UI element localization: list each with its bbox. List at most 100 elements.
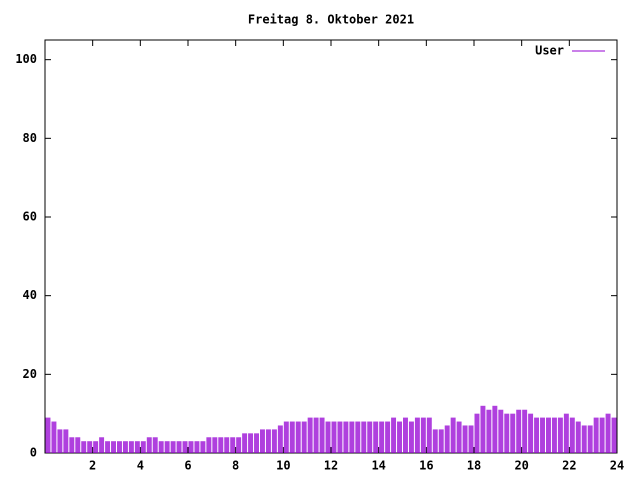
- bar: [170, 441, 176, 453]
- bar: [289, 421, 295, 453]
- bar: [242, 433, 248, 453]
- bar: [498, 409, 504, 453]
- x-tick-label: 6: [184, 459, 191, 473]
- bar: [373, 421, 379, 453]
- x-tick-label: 24: [610, 459, 624, 473]
- bar: [611, 417, 617, 453]
- bar: [182, 441, 188, 453]
- x-tick-label: 2: [89, 459, 96, 473]
- bar: [81, 441, 87, 453]
- y-tick-label: 40: [23, 288, 37, 302]
- bar: [361, 421, 367, 453]
- bar: [319, 417, 325, 453]
- legend-label: User: [535, 44, 564, 58]
- x-tick-label: 4: [137, 459, 144, 473]
- bar: [45, 417, 51, 453]
- y-tick-label: 60: [23, 210, 37, 224]
- bar: [122, 441, 128, 453]
- bar: [403, 417, 408, 453]
- bar: [569, 417, 575, 453]
- bar: [176, 441, 182, 453]
- bar: [397, 421, 402, 453]
- x-tick-label: 22: [562, 459, 576, 473]
- bar: [248, 433, 254, 453]
- bar: [337, 421, 343, 453]
- y-tick-label: 100: [15, 52, 37, 66]
- bar: [492, 405, 498, 453]
- bar: [188, 441, 194, 453]
- bar: [546, 417, 551, 453]
- bar: [325, 421, 331, 453]
- bar: [408, 421, 414, 453]
- bar: [540, 417, 545, 453]
- bar: [331, 421, 337, 453]
- bar: [343, 421, 349, 453]
- bar: [551, 417, 557, 453]
- bar: [75, 437, 81, 453]
- bar: [57, 429, 63, 453]
- bar: [438, 429, 444, 453]
- bar: [563, 413, 569, 453]
- chart-title: Freitag 8. Oktober 2021: [248, 13, 414, 27]
- bar: [146, 437, 152, 453]
- bar: [63, 429, 69, 453]
- x-tick-label: 12: [324, 459, 338, 473]
- bar: [462, 425, 468, 453]
- bar: [230, 437, 236, 453]
- bar: [200, 441, 206, 453]
- bar: [474, 413, 480, 453]
- bar: [581, 425, 587, 453]
- bar: [128, 441, 134, 453]
- bar: [158, 441, 164, 453]
- bar: [468, 425, 474, 453]
- bar: [593, 417, 599, 453]
- x-tick-label: 18: [467, 459, 481, 473]
- bar: [301, 421, 307, 453]
- bar: [51, 421, 57, 453]
- bar: [480, 405, 486, 453]
- bar: [385, 421, 391, 453]
- bar: [557, 417, 563, 453]
- bar: [349, 421, 355, 453]
- bar: [456, 421, 462, 453]
- bar: [212, 437, 218, 453]
- bar: [605, 413, 611, 453]
- x-tick-label: 16: [419, 459, 433, 473]
- bar: [313, 417, 319, 453]
- bar: [236, 437, 242, 453]
- bar: [69, 437, 75, 453]
- bar: [105, 441, 111, 453]
- bar: [414, 417, 420, 453]
- bar: [510, 413, 516, 453]
- bar: [283, 421, 289, 453]
- bar: [295, 421, 301, 453]
- bar: [575, 421, 581, 453]
- bar: [194, 441, 200, 453]
- bar: [450, 417, 456, 453]
- bar: [218, 437, 224, 453]
- bar: [265, 429, 271, 453]
- x-tick-label: 20: [514, 459, 528, 473]
- bar: [93, 441, 99, 453]
- bar: [134, 441, 140, 453]
- bar: [111, 441, 116, 453]
- y-tick-label: 20: [23, 367, 37, 381]
- x-tick-label: 10: [276, 459, 290, 473]
- bar: [587, 425, 593, 453]
- bar: [355, 421, 361, 453]
- y-tick-label: 80: [23, 131, 37, 145]
- bar: [206, 437, 212, 453]
- bar: [99, 437, 105, 453]
- bar: [379, 421, 385, 453]
- bar: [391, 417, 397, 453]
- bar: [254, 433, 259, 453]
- bar: [164, 441, 170, 453]
- bar: [504, 413, 510, 453]
- bar: [444, 425, 450, 453]
- bar: [277, 425, 283, 453]
- bar: [516, 409, 522, 453]
- bar: [367, 421, 373, 453]
- x-tick-label: 14: [371, 459, 385, 473]
- bar: [271, 429, 277, 453]
- plot-frame: [44, 39, 618, 454]
